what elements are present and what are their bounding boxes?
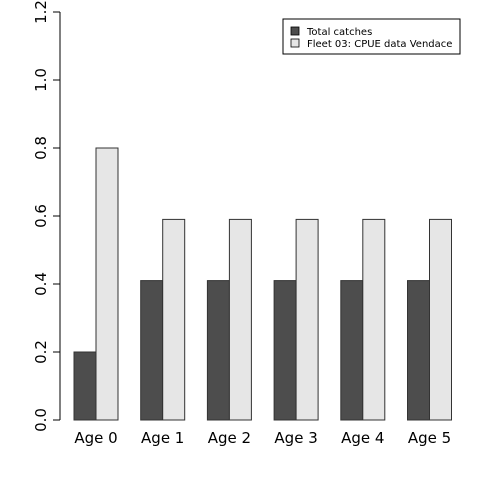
bar-fleet-03-age-2 xyxy=(228,218,252,421)
y-tick-label: 0.0 xyxy=(32,408,50,432)
x-category-label: Age 5 xyxy=(408,429,451,447)
legend-box xyxy=(282,18,461,55)
bar-fleet-03-age-3 xyxy=(295,218,319,421)
y-tick-label: 0.4 xyxy=(32,272,50,296)
legend-swatch-fleet-03 xyxy=(290,38,300,48)
x-category-label: Age 2 xyxy=(208,429,251,447)
y-tick-label: 0.2 xyxy=(32,340,50,364)
bar-fleet-03-age-4 xyxy=(362,218,386,421)
bar-total-catches-age-3 xyxy=(273,280,297,421)
bar-total-catches-age-1 xyxy=(140,280,164,421)
bars xyxy=(73,147,452,421)
legend-label-fleet-03: Fleet 03: CPUE data Vendace xyxy=(307,39,452,50)
y-tick-label: 0.8 xyxy=(32,136,50,160)
bar-fleet-03-age-1 xyxy=(162,218,186,421)
x-category-label: Age 1 xyxy=(141,429,184,447)
bar-fleet-03-age-5 xyxy=(429,218,452,421)
x-axis-labels: Age 0 Age 1 Age 2 Age 3 Age 4 Age 5 xyxy=(74,429,451,447)
y-axis: 0.0 0.2 0.4 0.6 0.8 1.0 1.2 xyxy=(32,0,61,432)
bar-total-catches-age-2 xyxy=(206,280,230,421)
y-tick-label: 1.2 xyxy=(32,0,50,24)
x-category-label: Age 3 xyxy=(274,429,317,447)
legend-swatch-total-catches xyxy=(290,26,300,36)
bar-total-catches-age-0 xyxy=(73,351,97,421)
bar-fleet-03-age-0 xyxy=(95,147,119,421)
y-tick-label: 0.6 xyxy=(32,204,50,228)
legend-label-total-catches: Total catches xyxy=(306,27,372,38)
bar-total-catches-age-5 xyxy=(407,280,430,421)
x-category-label: Age 4 xyxy=(341,429,384,447)
y-tick-label: 1.0 xyxy=(32,68,50,92)
x-category-label: Age 0 xyxy=(74,429,117,447)
bar-total-catches-age-4 xyxy=(340,280,364,421)
legend: Total catches Fleet 03: CPUE data Vendac… xyxy=(282,18,461,55)
